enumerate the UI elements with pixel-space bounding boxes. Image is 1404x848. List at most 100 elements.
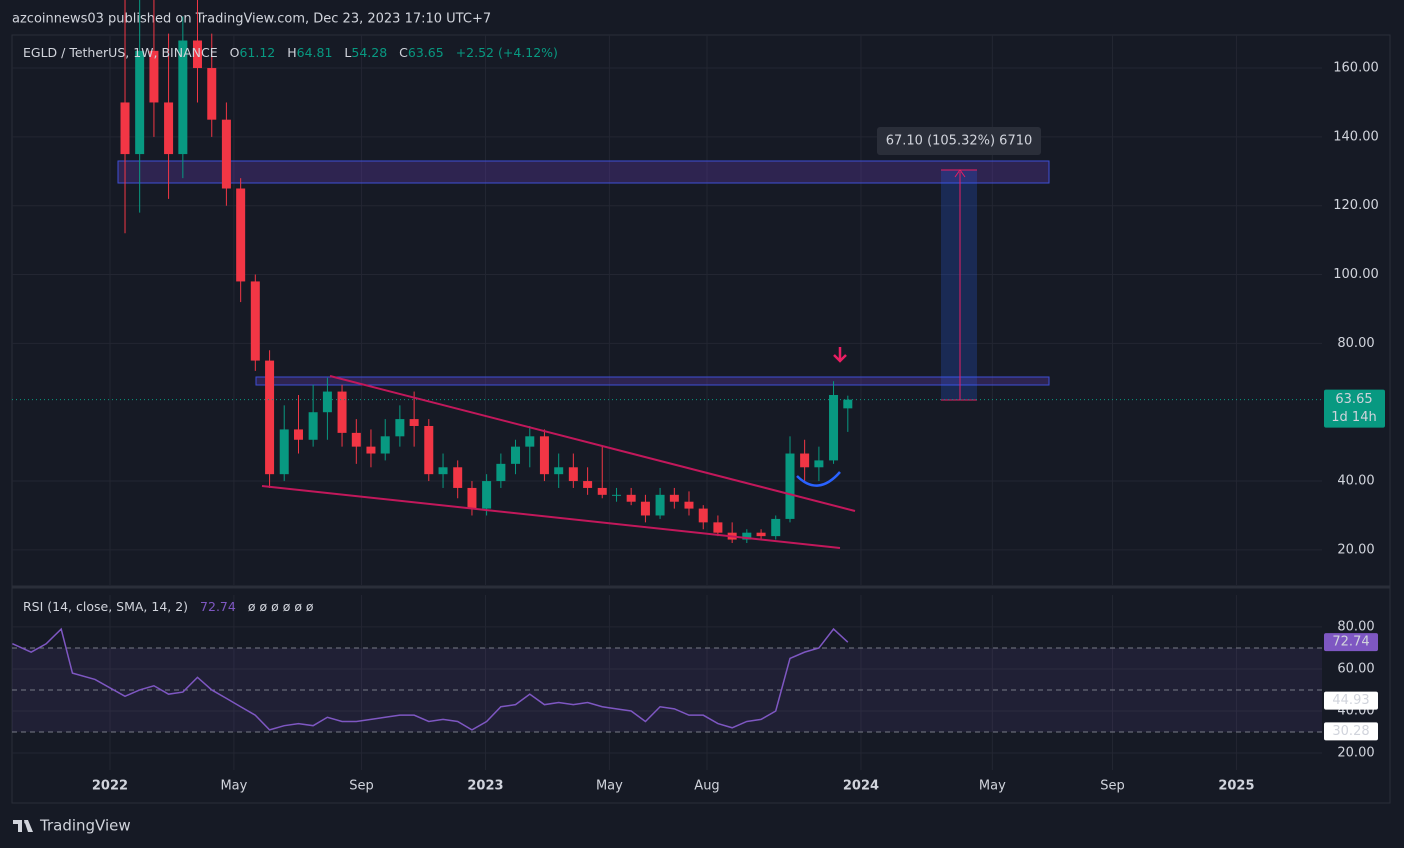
candle-body [308, 412, 318, 440]
candle-body [265, 360, 275, 475]
candle-body [366, 446, 376, 454]
candle-body [539, 436, 549, 475]
rsi [12, 627, 849, 731]
y-tick-label: 160.00 [1333, 61, 1379, 76]
candle-body [467, 487, 477, 509]
x-tick-label: 2022 [92, 779, 128, 794]
candle-body [829, 395, 839, 461]
candle-body [395, 419, 405, 437]
candle-body [554, 467, 564, 475]
candle-body [149, 50, 159, 103]
x-tick-label: 2023 [467, 779, 503, 794]
logo [13, 820, 33, 832]
trendline-upper [329, 375, 856, 512]
x-tick-label: 2024 [843, 779, 879, 794]
measure-box [941, 170, 977, 400]
candle-body [583, 481, 593, 488]
candle-body [236, 188, 246, 282]
change: +2.52 (+4.12%) [456, 45, 558, 60]
ohlc-label: O [230, 45, 240, 60]
candle-body [511, 446, 521, 464]
candle-body [293, 429, 303, 440]
x-tick-label: 2025 [1218, 779, 1254, 794]
ohlc-value: 61.12 [239, 45, 275, 60]
candle-body [626, 494, 636, 502]
price-tag-value: 63.65 [1335, 392, 1372, 407]
rsi-legend: RSI (14, close, SMA, 14, 2) 72.74 ø ø ø … [23, 599, 314, 614]
candle-body [178, 40, 188, 155]
candle-body [164, 102, 174, 155]
candle-body [322, 391, 332, 413]
y-tick-label: 80.00 [1337, 336, 1374, 351]
candle-body [843, 399, 853, 409]
candle-body [756, 532, 766, 537]
y-tick-label: 20.00 [1337, 745, 1374, 760]
y-tick-label: 140.00 [1333, 129, 1379, 144]
value-tag-label: 44.93 [1332, 693, 1369, 708]
value-tag [1324, 633, 1378, 652]
ohlc-label: H [287, 45, 296, 60]
y-tick-label: 80.00 [1337, 619, 1374, 634]
candle-body [438, 467, 448, 475]
rsi-line [12, 627, 849, 731]
candle-body [207, 68, 217, 120]
down-arrow [833, 347, 847, 363]
rsi-title: RSI (14, close, SMA, 14, 2) [23, 599, 188, 614]
rounding-arc [796, 471, 841, 487]
rsi-extra: ø ø ø ø ø ø [248, 599, 314, 614]
candle-body [684, 501, 694, 509]
price-tag [1324, 389, 1385, 428]
brand: TradingView [39, 817, 131, 835]
candle-body [800, 453, 810, 468]
symbol: EGLD / TetherUS, 1W, BINANCE [23, 45, 218, 60]
y-tick-label: 40.00 [1337, 474, 1374, 489]
candle-body [192, 40, 202, 69]
y-tick-label: 100.00 [1333, 267, 1379, 282]
candle-body [482, 481, 492, 509]
candle-body [135, 50, 145, 155]
ohlc-value: 54.28 [351, 45, 387, 60]
candle-body [597, 487, 607, 495]
x-tick-label: May [220, 779, 247, 794]
candle-body [669, 494, 679, 502]
y-tick-label: 120.00 [1333, 198, 1379, 213]
annotation: 67.10 (105.32%) 6710 [886, 134, 1033, 149]
candle-body [453, 467, 463, 488]
candle-body [380, 436, 390, 454]
annotation-box [877, 127, 1041, 155]
value-tag-label: 72.74 [1332, 635, 1369, 650]
candle-body [742, 532, 752, 540]
candle-body [785, 453, 795, 519]
value-tag [1324, 722, 1378, 741]
x-tick-label: May [979, 779, 1006, 794]
candle-body [250, 281, 260, 361]
ohlc-value: 64.81 [297, 45, 333, 60]
measure-arrowhead [954, 169, 966, 178]
value-tag [1324, 691, 1378, 710]
candle-body [351, 432, 361, 447]
candles [12, 0, 1322, 544]
candle-body [120, 102, 130, 155]
labels: 2022 May Sep 2023 May Aug 2024 May Sep 2025 20.00 4… [92, 61, 1385, 794]
candle-body [525, 436, 535, 447]
x-tick-label: Aug [694, 779, 719, 794]
x-tick-label: May [596, 779, 623, 794]
y-tick-label: 20.00 [1337, 542, 1374, 557]
candle-body [337, 391, 347, 433]
candle-body [698, 508, 708, 523]
candle-body [424, 425, 434, 475]
candle-body [221, 119, 231, 189]
rsi-band [12, 648, 1322, 732]
candle-body [713, 522, 723, 533]
ohlc-value: 63.65 [408, 45, 444, 60]
candle-body [771, 518, 781, 537]
candle-body [409, 419, 419, 426]
candle-body [496, 463, 506, 482]
candle-body [655, 494, 665, 516]
candle-body [612, 494, 622, 496]
chart-frame [11, 34, 1391, 804]
breakout-zone [255, 376, 1050, 386]
candle-body [640, 501, 650, 516]
y-tick-label: 60.00 [1337, 661, 1374, 676]
